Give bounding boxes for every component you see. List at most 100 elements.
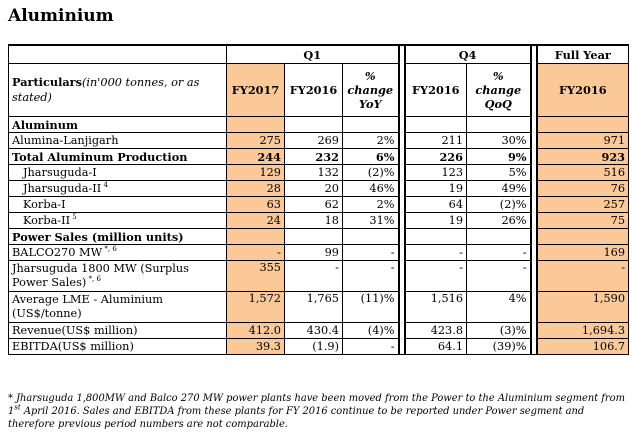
cell-q1-fy2017: 355 [226,260,285,292]
cell-q4-fy2016: 1,516 [404,291,468,323]
cell-q1-pct-yoy [341,228,400,245]
cell-q1-fy2017: 129 [226,164,285,181]
cell-q4-pct-qoq: 49% [466,180,532,197]
cell-q1-fy2016: 20 [284,180,343,197]
cell-q1-fy2016: 232 [284,148,343,165]
cell-q1-pct-yoy: (11)% [341,291,400,323]
cell-full-year-fy2016 [536,228,630,245]
cell-q4-pct-qoq: 30% [466,132,532,149]
cell-q1-fy2016: 99 [284,244,343,261]
cell-q1-fy2016: 62 [284,196,343,213]
cell-full-year-fy2016: 516 [536,164,630,181]
cell-full-year-fy2016: 169 [536,244,630,261]
header-q1-fy2016: FY2016 [284,63,343,117]
header-pct-qoq: % change QoQ [466,63,532,117]
cell-q4-pct-qoq: (2)% [466,196,532,213]
column-gap [529,44,538,355]
cell-q1-pct-yoy: 2% [341,196,400,213]
table-row: Alumina-Lanjigarh 275 269 2% 211 30% 971 [8,132,630,149]
cell-q4-fy2016: - [404,244,468,261]
cell-q4-pct-qoq: 5% [466,164,532,181]
row-label: Jharsuguda-I [8,164,227,181]
row-label: Total Aluminum Production [8,148,227,165]
header-q4: Q4 [404,44,532,64]
row-label-text: Revenue(US$ million) [12,323,138,337]
row-label-text: Jharsuguda-I [23,165,97,179]
particulars-label: Particulars [12,75,82,89]
row-label: Jharsuguda-II 4 [8,180,227,197]
header-q1: Q1 [225,44,400,64]
header-full-year: Full Year [536,44,630,64]
row-label-text: Total Aluminum Production [12,149,188,164]
cell-q1-fy2016: 132 [284,164,343,181]
aluminium-table-container: Q1 Q4 Full Year Particulars(in'000 tonne… [8,44,630,355]
cell-q4-pct-qoq: 4% [466,291,532,323]
row-label-text: BALCO270 MW [12,245,103,259]
table-row: Korba-I 63 62 2% 64 (2)% 257 [8,196,630,213]
cell-q4-fy2016: 19 [404,212,468,229]
aluminium-table: Q1 Q4 Full Year Particulars(in'000 tonne… [8,44,630,355]
cell-q1-pct-yoy: 6% [341,148,400,165]
cell-q1-fy2017: 24 [226,212,285,229]
table-row: Revenue(US$ million) 412.0 430.4 (4)% 423.8(… [8,322,630,339]
cell-q4-fy2016: 226 [404,148,468,165]
cell-q4-fy2016: 64.1 [404,338,468,355]
cell-q1-fy2017: 412.0 [226,322,285,339]
row-label: Average LME - Aluminium (US$/tonne) [8,291,227,323]
cell-q4-fy2016: 64 [404,196,468,213]
cell-full-year-fy2016: 76 [536,180,630,197]
header-pct-yoy: % change YoY [341,63,400,117]
cell-q1-fy2017 [226,116,285,133]
row-label-text: Korba-II [23,213,71,227]
cell-q1-fy2016: - [284,260,343,292]
cell-q1-pct-yoy: 31% [341,212,400,229]
row-label-text: Aluminum [12,117,78,132]
cell-q1-fy2017: 28 [226,180,285,197]
row-label-text: Power Sales (million units) [12,229,184,244]
header-row-columns: Particulars(in'000 tonnes, or as stated)… [8,63,630,117]
cell-q1-fy2016: 18 [284,212,343,229]
footnote: * Jharsuguda 1,800MW and Balco 270 MW po… [8,393,625,430]
cell-q1-pct-yoy: (2)% [341,164,400,181]
cell-q4-fy2016 [404,228,468,245]
row-label: EBITDA(US$ million) [8,338,227,355]
cell-q1-fy2016: (1.9) [284,338,343,355]
cell-q1-fy2017: 63 [226,196,285,213]
cell-q4-pct-qoq [466,116,532,133]
row-label-text: Jharsuguda-II [23,181,102,195]
cell-q4-fy2016: 123 [404,164,468,181]
cell-full-year-fy2016: 106.7 [536,338,630,355]
row-label-footnote-marker: *, 6 [86,275,101,284]
cell-q1-pct-yoy: (4)% [341,322,400,339]
row-label-text: Average LME - Aluminium (US$/tonne) [12,293,163,320]
cell-full-year-fy2016: 257 [536,196,630,213]
cell-full-year-fy2016: 75 [536,212,630,229]
cell-q1-fy2016: 430.4 [284,322,343,339]
cell-q4-fy2016: - [404,260,468,292]
header-particulars: Particulars(in'000 tonnes, or as stated) [8,63,227,117]
page-title: Aluminium [8,6,114,26]
cell-q1-fy2016: 269 [284,132,343,149]
cell-q1-pct-yoy: 46% [341,180,400,197]
row-label: Power Sales (million units) [8,228,227,245]
row-label: Korba-I [8,196,227,213]
cell-q1-pct-yoy: 2% [341,132,400,149]
row-label-text: Alumina-Lanjigarh [12,133,119,147]
row-label: Alumina-Lanjigarh [8,132,227,149]
cell-q1-pct-yoy: - [341,338,400,355]
row-label-text: Korba-I [23,197,66,211]
row-label: Revenue(US$ million) [8,322,227,339]
row-label: BALCO270 MW *, 6 [8,244,227,261]
cell-q1-fy2017: - [226,244,285,261]
table-row: Jharsuguda-I 129 132 (2)% 123 5% 516 [8,164,630,181]
row-label-footnote-marker: 4 [101,180,108,189]
cell-q4-fy2016: 211 [404,132,468,149]
row-label: Aluminum [8,116,227,133]
cell-q1-fy2017: 1,572 [226,291,285,323]
table-row: EBITDA(US$ million) 39.3 (1.9) -64.1 (39)% 10… [8,338,630,355]
cell-full-year-fy2016: 1,694.3 [536,322,630,339]
cell-q1-pct-yoy: - [341,260,400,292]
header-blank [8,44,227,64]
cell-q1-fy2016 [284,228,343,245]
row-label: Korba-II 5 [8,212,227,229]
